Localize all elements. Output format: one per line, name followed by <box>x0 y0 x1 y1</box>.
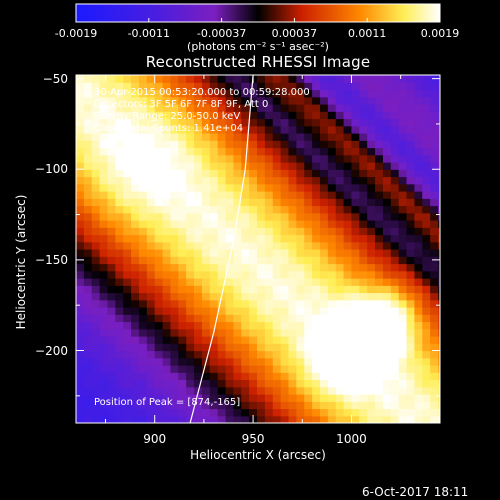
x-tick-label: 1000 <box>336 432 367 446</box>
y-tick-label: −200 <box>35 343 68 358</box>
colorbar-tick-label: -0.0019 <box>54 27 98 40</box>
plot-frame <box>75 74 441 424</box>
colorbar-tick-label: 0.0019 <box>420 27 460 40</box>
footer-timestamp: 6-Oct-2017 18:11 <box>362 485 469 499</box>
annotation-time-range: 30-Apr-2015 00:53:20.000 to 00:59:28.000 <box>94 87 310 98</box>
x-tick-label: 950 <box>241 432 265 446</box>
colorbar-tick-label: -0.0011 <box>127 27 171 40</box>
annotation-clean-counts: Clean Total Counts: 1.41e+04 <box>94 123 244 134</box>
limb-curve <box>189 75 254 423</box>
y-tick-label: −150 <box>35 252 68 267</box>
x-tick-label: 900 <box>143 432 167 446</box>
colorbar-units: (photons cm⁻² s⁻¹ asec⁻²) <box>187 40 329 53</box>
colorbar-tick-label: 0.0011 <box>347 27 387 40</box>
colorbar-tick-label: 0.00037 <box>271 27 318 40</box>
y-tick-label: −100 <box>35 162 68 177</box>
peak-position-label: Position of Peak = [874,-165] <box>94 397 241 408</box>
annotation-energy-range: Energy Range: 25.0-50.0 keV <box>94 111 241 122</box>
x-axis-label: Heliocentric X (arcsec) <box>190 448 326 462</box>
y-axis-label: Heliocentric Y (arcsec) <box>14 194 28 330</box>
axis-tick-marks <box>76 75 440 423</box>
annotation-detectors: Detectors: 3F 5F 6F 7F 8F 9F, Att 0 <box>94 99 269 110</box>
colorbar <box>75 3 441 23</box>
y-tick-label: −50 <box>42 71 68 86</box>
colorbar-tick-label: -0.00037 <box>196 27 247 40</box>
solar-limb-line <box>189 75 254 423</box>
colorbar-ticks <box>75 18 441 22</box>
heatmap-image <box>76 75 440 423</box>
chart-title: Reconstructed RHESSI Image <box>145 53 371 71</box>
